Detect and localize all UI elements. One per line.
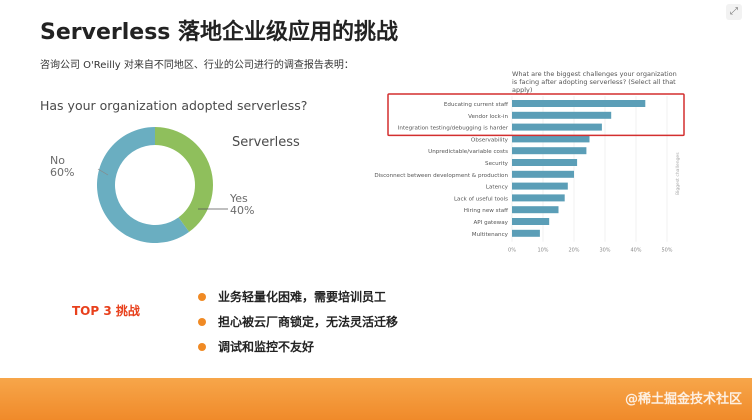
donut-leader-no	[97, 168, 109, 176]
donut-label-no-name: No	[50, 154, 65, 167]
bar-axis-label: Biggest challenges	[675, 152, 681, 195]
challenge-text: 担心被云厂商锁定，无法灵活迁移	[218, 315, 399, 329]
bullet-dot-icon	[198, 317, 206, 326]
bar	[512, 135, 590, 143]
challenge-list: 业务轻量化困难，需要培训员工 担心被云厂商锁定，无法灵活迁移 调试和监控不友好	[198, 284, 398, 359]
bar	[512, 182, 568, 190]
bar-tick-label: 0%	[508, 248, 516, 254]
challenge-item: 调试和监控不友好	[198, 334, 398, 359]
bar-tick-label: 40%	[630, 248, 641, 254]
challenge-item: 担心被云厂商锁定，无法灵活迁移	[198, 309, 398, 334]
bar-category-label: Disconnect between development & product…	[374, 173, 508, 179]
donut-chart	[97, 127, 228, 244]
bar-category-label: Multitenancy	[472, 232, 509, 238]
bullet-dot-icon	[198, 292, 206, 301]
donut-slice-yes	[155, 127, 213, 232]
expand-icon[interactable]: ⤢	[726, 4, 742, 20]
bullet-dot-icon	[198, 342, 206, 351]
bar	[512, 218, 550, 225]
bar-tick-label: 10%	[537, 248, 548, 254]
bar-category-label: Latency	[486, 185, 509, 191]
donut-label-no-value: 60%	[50, 166, 75, 179]
footer-band	[0, 378, 752, 420]
donut-series-label: Serverless	[232, 135, 300, 150]
bar	[512, 100, 646, 107]
bar-category-label: Lack of useful tools	[454, 196, 508, 202]
donut-chart-title: Has your organization adopted serverless…	[40, 98, 308, 113]
challenge-item: 业务轻量化困难，需要培训员工	[198, 284, 398, 309]
bar-category-label: Integration testing/debugging is harder	[398, 126, 509, 132]
bar-category-label: API gateway	[473, 220, 508, 226]
bar-category-label: Hiring new staff	[464, 208, 508, 214]
donut-label-yes-value: 40%	[230, 204, 255, 217]
donut-label-yes-name: Yes	[230, 192, 248, 205]
highlight-box	[387, 93, 685, 137]
donut-slice-no	[97, 127, 190, 244]
bar-tick-label: 50%	[661, 248, 672, 254]
challenge-text: 调试和监控不友好	[218, 340, 315, 354]
challenge-text: 业务轻量化困难，需要培训员工	[218, 290, 387, 304]
bar	[512, 111, 612, 119]
bar-chart-title: What are the biggest challenges your org…	[512, 70, 677, 94]
bar	[512, 194, 565, 202]
bar-tick-label: 20%	[568, 248, 579, 254]
bar-chart: Educating current staff Vendor lock-in Int…	[374, 93, 685, 254]
watermark: @稀土掘金技术社区	[624, 392, 742, 407]
donut-label-no: No 60%	[50, 155, 74, 179]
bar-category-label: Vendor lock-in	[468, 114, 508, 120]
bar	[512, 159, 578, 166]
bar	[512, 147, 587, 155]
bar-category-label: Unpredictable/variable costs	[428, 149, 508, 155]
top3-label: TOP 3 挑战	[72, 304, 140, 318]
donut-label-yes: Yes 40%	[230, 193, 254, 217]
bar	[512, 123, 602, 131]
bar	[512, 229, 540, 237]
bar-category-label: Security	[485, 161, 509, 167]
bar	[512, 206, 559, 214]
slide-title: Serverless 落地企业级应用的挑战	[40, 20, 399, 45]
bar-category-label: Observability	[471, 137, 509, 143]
slide-subtitle: 咨询公司 O'Reilly 对来自不同地区、行业的公司进行的调查报告表明：	[40, 60, 354, 71]
bar	[512, 170, 574, 178]
bar-tick-label: 30%	[599, 248, 610, 254]
bar-category-label: Educating current staff	[444, 102, 508, 108]
